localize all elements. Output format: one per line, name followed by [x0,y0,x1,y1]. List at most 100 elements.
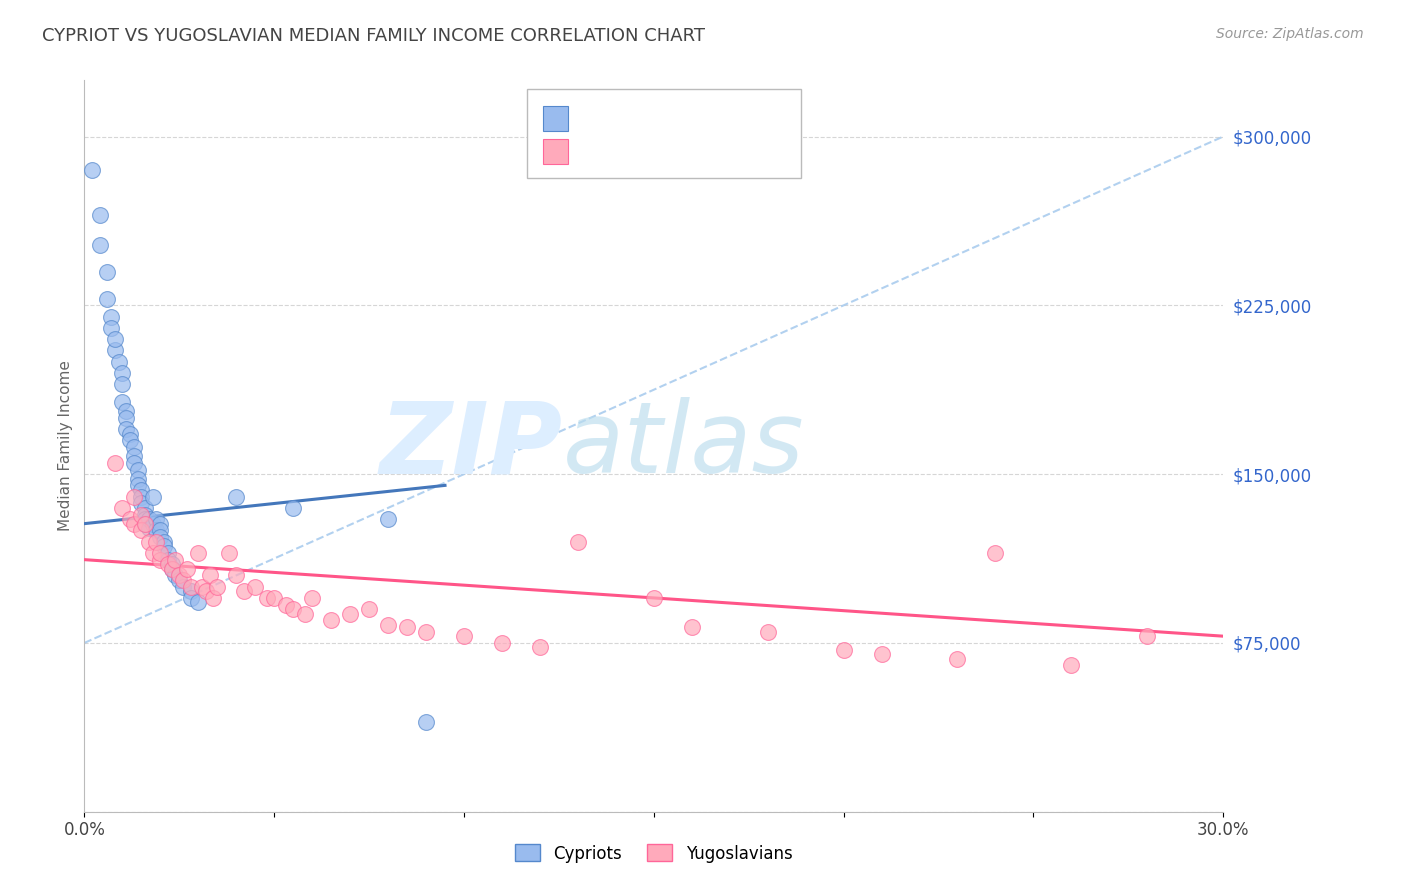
Point [156,552,179,566]
Point [153,539,176,553]
Point [218,546,240,560]
Point [122,449,145,463]
Point [134,512,156,526]
Text: CYPRIOT VS YUGOSLAVIAN MEDIAN FAMILY INCOME CORRELATION CHART: CYPRIOT VS YUGOSLAVIAN MEDIAN FAMILY INC… [42,27,706,45]
Point [118,512,141,526]
Point [681,620,703,634]
Point [377,512,399,526]
Point [156,557,179,571]
Point [111,395,134,409]
Point [232,584,254,599]
Point [145,524,167,538]
Point [100,321,122,335]
Text: R =: R = [576,110,614,128]
Point [149,516,172,531]
Point [160,557,183,571]
Text: atlas: atlas [562,398,804,494]
Point [127,478,149,492]
Point [127,462,149,476]
Point [115,404,138,418]
Point [127,472,149,486]
Point [1136,629,1159,643]
Point [160,562,183,576]
Text: 0.081: 0.081 [616,110,676,128]
Point [165,552,187,566]
Point [122,516,145,531]
Point [122,490,145,504]
Point [756,624,779,639]
Point [149,546,172,560]
Point [165,568,187,582]
Point [194,584,217,599]
Point [149,524,172,538]
Point [100,310,122,324]
Point [142,546,165,560]
Point [283,500,305,515]
Point [156,546,179,560]
Point [122,440,145,454]
Point [138,521,160,535]
Point [134,500,156,515]
Point [169,573,191,587]
Point [187,546,209,560]
Point [122,456,145,470]
Point [131,490,153,504]
Point [160,562,183,576]
Point [225,490,247,504]
Point [396,620,419,634]
Text: Source: ZipAtlas.com: Source: ZipAtlas.com [1216,27,1364,41]
Legend: Cypriots, Yugoslavians: Cypriots, Yugoslavians [509,838,799,869]
Point [453,629,475,643]
Point [529,640,551,655]
Text: 55: 55 [728,143,752,161]
Text: R =: R = [576,143,614,161]
Point [172,580,194,594]
Point [283,602,305,616]
Point [107,354,129,368]
Point [131,496,153,510]
Point [169,568,191,582]
Point [134,516,156,531]
Point [153,534,176,549]
Point [172,573,194,587]
Point [118,426,141,441]
Point [131,483,153,497]
Point [187,595,209,609]
Point [491,636,513,650]
Point [134,508,156,522]
Point [89,237,111,252]
Point [145,534,167,549]
Point [984,546,1007,560]
Point [198,568,221,582]
Point [415,714,437,729]
Point [104,332,127,346]
Point [134,516,156,531]
Point [321,614,343,628]
Point [138,534,160,549]
Point [149,530,172,544]
Point [176,562,198,576]
Point [202,591,225,605]
Point [145,512,167,526]
Point [1060,658,1083,673]
Point [339,607,361,621]
Point [415,624,437,639]
Text: N =: N = [689,143,728,161]
Point [294,607,316,621]
Point [225,568,247,582]
Point [115,410,138,425]
Text: -0.222: -0.222 [616,143,678,161]
Y-axis label: Median Family Income: Median Family Income [58,360,73,532]
Point [870,647,893,661]
Point [96,264,118,278]
Point [377,618,399,632]
Point [359,602,381,616]
Point [118,434,141,448]
Point [111,500,134,515]
Point [80,163,103,178]
Point [149,552,172,566]
Point [256,591,278,605]
Point [138,512,160,526]
Text: ZIP: ZIP [380,398,562,494]
Text: 56: 56 [728,110,752,128]
